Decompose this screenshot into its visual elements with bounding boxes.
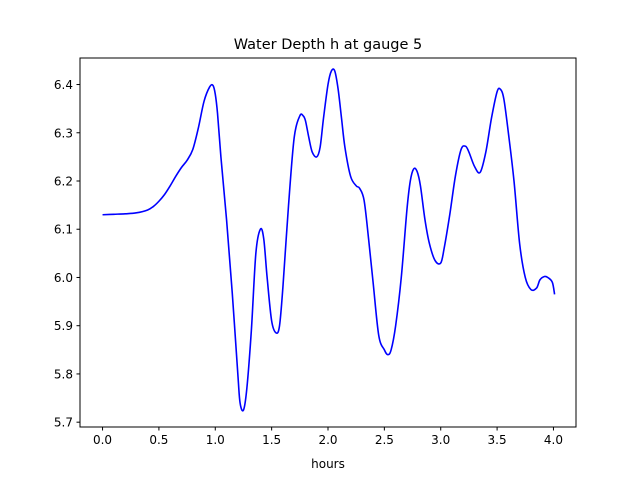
plot-frame	[79, 57, 577, 428]
y-tick-label: 6.1	[54, 223, 73, 237]
chart-title: Water Depth h at gauge 5	[234, 37, 422, 53]
y-tick-label: 6.0	[54, 271, 73, 285]
x-tick-label: 3.0	[431, 433, 450, 447]
x-axis: 0.0 0.5 1.0 1.5 2.0 2.5 3.0 3.5 4.0	[93, 427, 563, 447]
x-tick-label: 1.0	[206, 433, 225, 447]
y-tick-label: 6.3	[54, 126, 73, 140]
y-tick-label: 6.4	[54, 78, 73, 92]
x-tick-label: 4.0	[544, 433, 563, 447]
x-tick-label: 3.5	[488, 433, 507, 447]
y-tick-label: 6.2	[54, 175, 73, 189]
series-layer	[102, 68, 556, 412]
y-axis: 5.7 5.8 5.9 6.0 6.1 6.2 6.3 6.4	[54, 78, 80, 430]
series-line-0	[102, 68, 556, 412]
x-tick-label: 0.5	[149, 433, 168, 447]
x-tick-label: 0.0	[93, 433, 112, 447]
y-tick-label: 5.9	[54, 319, 73, 333]
plot-area	[80, 58, 576, 427]
x-tick-label: 2.5	[375, 433, 394, 447]
x-axis-label: hours	[311, 457, 345, 471]
y-tick-label: 5.7	[54, 416, 73, 430]
x-tick-label: 2.0	[318, 433, 337, 447]
y-tick-label: 5.8	[54, 367, 73, 381]
x-tick-label: 1.5	[262, 433, 281, 447]
